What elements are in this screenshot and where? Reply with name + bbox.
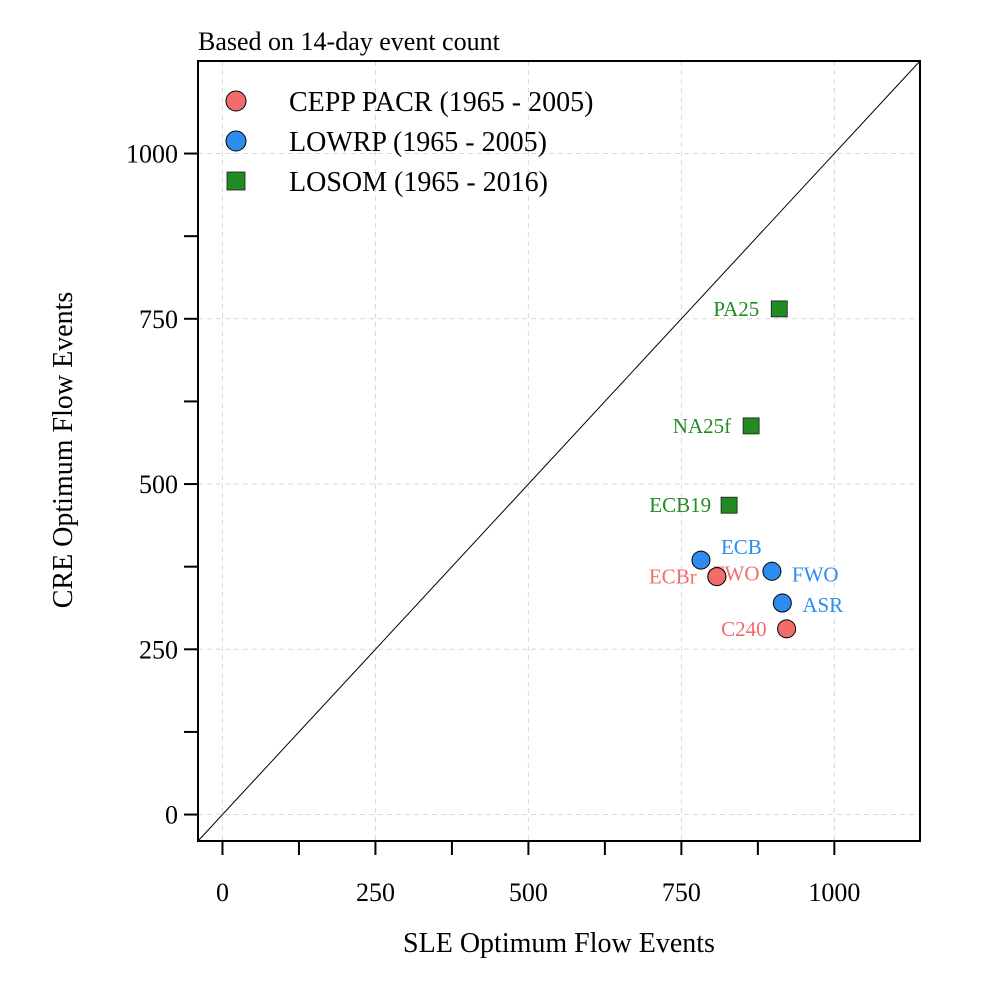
data-point-circle	[777, 619, 797, 639]
chart-subtitle: Based on 14-day event count	[198, 27, 501, 56]
y-axis: 0 250 500 750 1000	[126, 140, 198, 830]
data-point-square	[720, 496, 738, 514]
x-axis: 0 250 500 750 1000	[216, 841, 860, 907]
y-axis-title: CRE Optimum Flow Events	[48, 292, 79, 609]
x-tick-label: 500	[509, 878, 548, 907]
x-axis-title: SLE Optimum Flow Events	[403, 928, 715, 959]
grid	[198, 61, 920, 841]
y-tick-label: 500	[139, 470, 178, 499]
y-tick-label: 250	[139, 635, 178, 664]
point-label: C240	[721, 617, 767, 641]
x-tick-label: 250	[356, 878, 395, 907]
data-point-circle	[772, 593, 792, 613]
legend-label: CEPP PACR (1965 - 2005)	[289, 87, 593, 118]
y-tick-label: 0	[165, 801, 178, 830]
legend: CEPP PACR (1965 - 2005) LOWRP (1965 - 200…	[225, 87, 593, 198]
legend-marker-circle	[225, 130, 247, 152]
data-point-circle	[707, 567, 727, 587]
data-point-circle	[691, 550, 711, 570]
point-label: NA25f	[673, 414, 731, 438]
legend-marker-square	[226, 171, 246, 191]
point-label: ECBr	[649, 565, 697, 589]
x-tick-label: 0	[216, 878, 229, 907]
point-label: ECB19	[649, 493, 711, 517]
legend-marker-circle	[225, 90, 247, 112]
plot-frame	[197, 60, 921, 842]
point-label: FWO	[792, 562, 839, 586]
point-label: PA25	[713, 297, 759, 321]
legend-label: LOWRP (1965 - 2005)	[289, 127, 547, 158]
legend-label: LOSOM (1965 - 2016)	[289, 167, 548, 198]
y-tick-label: 750	[139, 305, 178, 334]
data-point-square	[770, 300, 788, 318]
x-tick-label: 750	[662, 878, 701, 907]
point-label: ASR	[802, 593, 843, 617]
point-label: ECB	[721, 535, 762, 559]
one-to-one-line	[197, 60, 921, 842]
data-point-square	[742, 417, 760, 435]
y-tick-label: 1000	[126, 140, 178, 169]
x-tick-label: 1000	[808, 878, 860, 907]
data-point-circle	[762, 561, 782, 581]
